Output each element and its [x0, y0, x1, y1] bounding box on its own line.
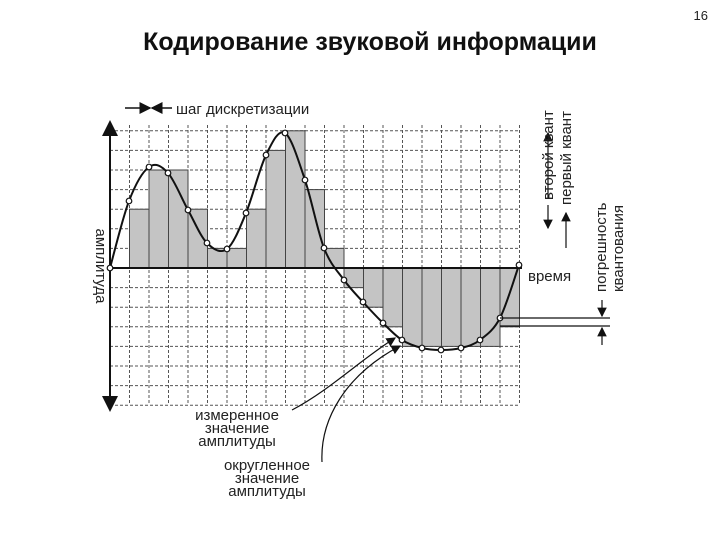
bar	[460, 267, 481, 347]
sample-point	[457, 344, 465, 352]
bar	[246, 208, 267, 269]
sample-points	[106, 129, 523, 354]
sample-point	[242, 209, 250, 217]
bar	[480, 267, 501, 347]
sample-point	[379, 319, 387, 327]
bar	[304, 189, 325, 269]
sample-point	[476, 336, 484, 344]
bar	[402, 267, 423, 347]
sample-point	[515, 261, 523, 269]
amplitude-label: амплитуда	[92, 228, 109, 304]
rounded-label: округленное	[224, 457, 310, 474]
sample-point	[106, 264, 114, 272]
second-quantum-label: второй квант	[540, 110, 557, 200]
first-quantum-label: первый квант	[558, 111, 575, 205]
sampling-step-label: шаг дискретизации	[176, 101, 309, 118]
page-number: 16	[694, 8, 708, 23]
measured-label: амплитуды	[198, 433, 275, 450]
callout-arrow	[291, 337, 397, 411]
bar	[226, 247, 247, 269]
bar	[421, 267, 442, 347]
sample-point	[359, 298, 367, 306]
sample-point	[184, 206, 192, 214]
bar	[382, 267, 403, 328]
measured-label: значение	[205, 420, 269, 437]
sample-point	[203, 239, 211, 247]
bar	[324, 247, 345, 269]
error-label: погрешность	[593, 202, 610, 292]
sample-point	[125, 197, 133, 205]
sample-point	[340, 276, 348, 284]
bar	[265, 149, 286, 269]
rounded-label: значение	[235, 470, 299, 487]
slide-title: Кодирование звуковой информации	[143, 28, 597, 56]
bar	[148, 169, 169, 269]
sample-point	[145, 163, 153, 171]
time-label: время	[528, 268, 571, 285]
error-label: квантования	[610, 205, 627, 292]
measured-label: измеренное	[195, 407, 279, 424]
bar	[129, 208, 150, 269]
bar	[168, 169, 189, 269]
rounded-label: амплитуды	[228, 483, 305, 500]
sample-point	[281, 129, 289, 137]
sample-point	[262, 151, 270, 159]
sound-wave	[109, 131, 520, 352]
sample-point	[398, 336, 406, 344]
quantized-bars	[129, 130, 520, 347]
sample-point	[437, 346, 445, 354]
sample-point	[418, 344, 426, 352]
sample-point	[320, 244, 328, 252]
sample-point	[223, 245, 231, 253]
sample-point	[301, 176, 309, 184]
bar	[363, 267, 384, 308]
callout-arrow	[321, 345, 402, 463]
sample-point	[164, 169, 172, 177]
bar	[441, 267, 462, 347]
